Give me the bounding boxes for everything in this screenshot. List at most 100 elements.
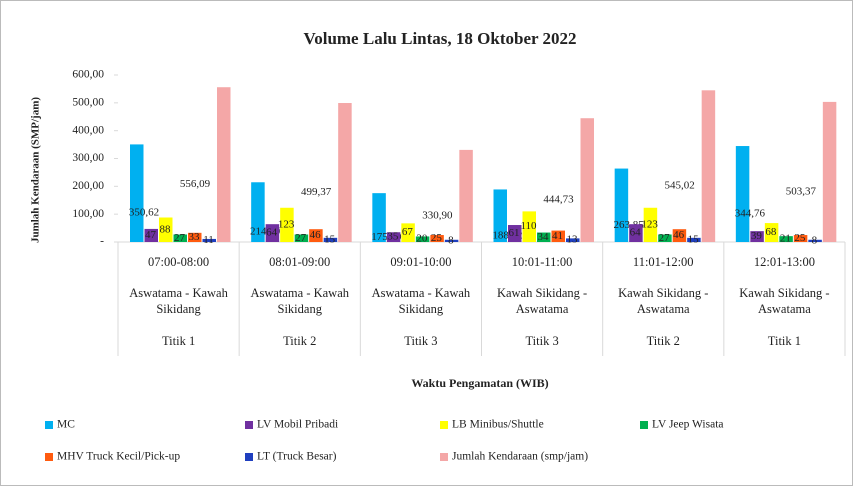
legend-swatch [440, 453, 448, 461]
legend-swatch [440, 421, 448, 429]
data-label: 350,62 [129, 207, 159, 219]
bar [323, 237, 338, 242]
data-label: 35 [387, 231, 399, 243]
bar [159, 217, 173, 242]
data-label: 61 [509, 227, 520, 239]
y-axis-title: Jumlah Kendaraan (SMP/jam) [30, 97, 42, 243]
bar [566, 238, 580, 242]
data-label: 46 [673, 229, 685, 241]
legend-label: LV Jeep Wisata [652, 419, 724, 431]
bar [750, 231, 764, 242]
data-label: 8 [448, 234, 454, 246]
bar [779, 236, 793, 242]
bar [280, 207, 294, 242]
data-label: 8 [812, 234, 818, 246]
x-axis-title: Waktu Pengamatan (WIB) [411, 376, 548, 390]
bar [202, 238, 216, 242]
y-tick-label: 300,00 [72, 152, 104, 164]
bar [808, 239, 822, 242]
bar [493, 189, 507, 242]
legend-swatch [245, 421, 253, 429]
y-tick-label: 200,00 [72, 180, 104, 192]
x-tick-label: 12:01-13:00 [753, 255, 815, 269]
data-label: 123 [278, 218, 295, 230]
bar [217, 87, 231, 242]
point-label: Titik 1 [767, 334, 802, 348]
bar [459, 149, 473, 242]
bar [294, 234, 309, 242]
bar [793, 235, 808, 242]
legend-label: LV Mobil Pribadi [257, 419, 338, 431]
bar [551, 230, 565, 242]
data-label: 15 [324, 233, 336, 245]
legend-swatch [45, 453, 53, 461]
legend-label: MC [57, 419, 75, 431]
data-label: 444,73 [543, 194, 574, 206]
route-label: Aswatama - Kawah Sikidang [371, 286, 471, 316]
legend-swatch [640, 421, 648, 429]
legend-swatch [245, 453, 253, 461]
data-label: 39 [751, 230, 763, 242]
data-label: 21 [780, 233, 791, 245]
bar [701, 90, 716, 242]
data-label: 47 [145, 229, 157, 241]
y-tick-label: 600,00 [72, 69, 104, 81]
data-label: 64 [266, 227, 278, 239]
x-tick-label: 10:01-11:00 [511, 255, 573, 269]
data-label: 68 [765, 226, 777, 238]
data-label: 503,37 [786, 185, 817, 197]
bar [643, 207, 658, 242]
legend-label: LB Minibus/Shuttle [452, 419, 544, 431]
data-label: 330,90 [422, 209, 453, 221]
bar [265, 224, 280, 242]
bar [764, 223, 779, 242]
data-label: 556,09 [180, 178, 211, 190]
bar [309, 229, 323, 242]
legend-label: MHV Truck Kecil/Pick-up [57, 451, 180, 463]
y-tick-label: - [100, 236, 104, 248]
y-tick-label: 400,00 [72, 124, 104, 136]
point-label: Titik 1 [161, 334, 196, 348]
bar [822, 101, 837, 242]
bar [372, 193, 386, 242]
chart-title: Volume Lalu Lintas, 18 Oktober 2022 [304, 29, 577, 48]
bar [338, 103, 352, 242]
point-label: Titik 3 [525, 334, 559, 348]
data-label: 41 [552, 230, 563, 242]
bar [144, 228, 158, 242]
bar [508, 225, 522, 242]
bar [444, 239, 459, 242]
bar [130, 144, 144, 242]
bar [672, 229, 687, 242]
bar [735, 146, 750, 242]
bar [614, 168, 629, 242]
data-label: 13 [567, 234, 579, 246]
bar [580, 118, 594, 242]
route-label: Kawah Sikidang - Aswatama [618, 286, 709, 316]
legend-swatch [45, 421, 53, 429]
bar [251, 182, 265, 242]
data-label: 11 [203, 234, 214, 246]
route-label: Aswatama - Kawah Sikidang [250, 286, 350, 316]
bar [522, 211, 536, 242]
point-label: Titik 3 [404, 334, 438, 348]
bar [173, 234, 187, 242]
route-label: Kawah Sikidang - Aswatama [496, 286, 588, 316]
bar [386, 232, 401, 242]
data-label: 110 [520, 220, 537, 232]
route-label: Aswatama - Kawah Sikidang [129, 286, 228, 316]
data-label: 67 [402, 226, 414, 238]
bar [629, 224, 643, 242]
data-label: 499,37 [301, 186, 332, 198]
bar [687, 237, 701, 242]
bar [401, 223, 415, 242]
bar [537, 232, 551, 242]
data-label: 64 [630, 227, 642, 239]
data-label: 15 [688, 233, 700, 245]
data-label: 20 [416, 233, 428, 245]
x-tick-label: 11:01-12:00 [632, 255, 694, 269]
x-tick-label: 07:00-08:00 [148, 255, 210, 269]
